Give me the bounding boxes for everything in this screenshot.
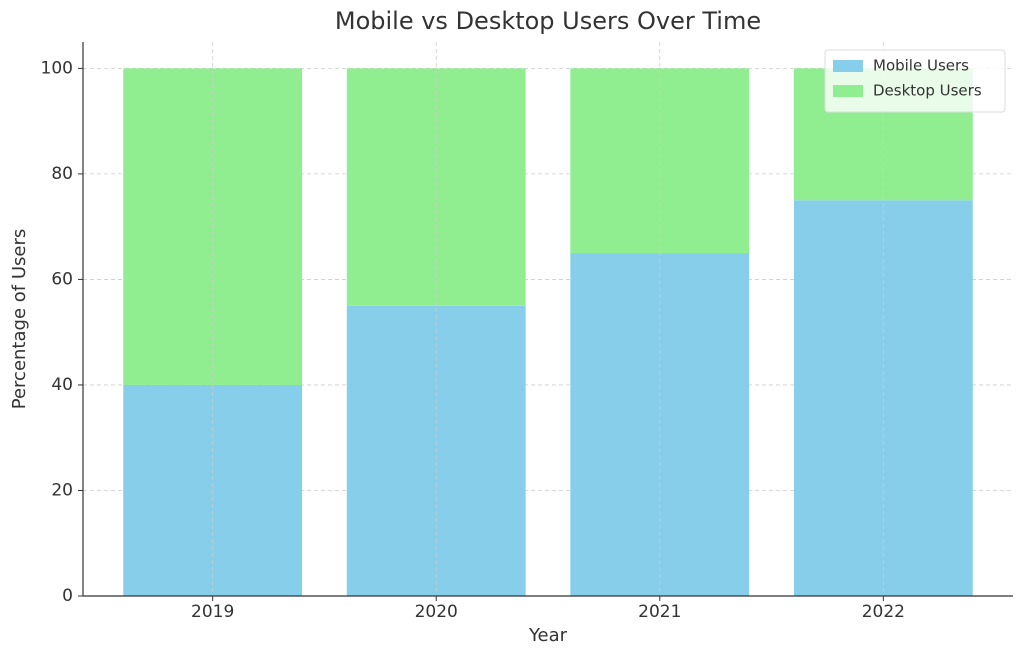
- legend-box: [824, 49, 1006, 113]
- legend: Mobile Users Desktop Users: [824, 49, 1006, 113]
- y-tick-label: 40: [51, 375, 73, 395]
- x-tick-label: 2021: [638, 602, 681, 622]
- chart-title: Mobile vs Desktop Users Over Time: [335, 7, 761, 35]
- legend-label: Desktop Users: [873, 82, 982, 100]
- y-tick-label: 60: [51, 269, 73, 289]
- x-tick-label: 2019: [191, 602, 234, 622]
- y-axis-label: Percentage of Users: [9, 229, 30, 409]
- bar-segment: [346, 68, 526, 306]
- bars: [123, 68, 973, 597]
- x-tick-label: 2020: [415, 602, 458, 622]
- y-tick-label: 100: [41, 58, 73, 78]
- legend-label: Mobile Users: [873, 57, 969, 75]
- y-tick-label: 0: [62, 586, 73, 606]
- x-tick-label: 2022: [862, 602, 905, 622]
- legend-swatch: [833, 85, 863, 97]
- y-tick-label: 20: [51, 480, 73, 500]
- legend-swatch: [833, 60, 863, 72]
- y-tick-label: 80: [51, 164, 73, 184]
- x-axis-label: Year: [528, 625, 568, 646]
